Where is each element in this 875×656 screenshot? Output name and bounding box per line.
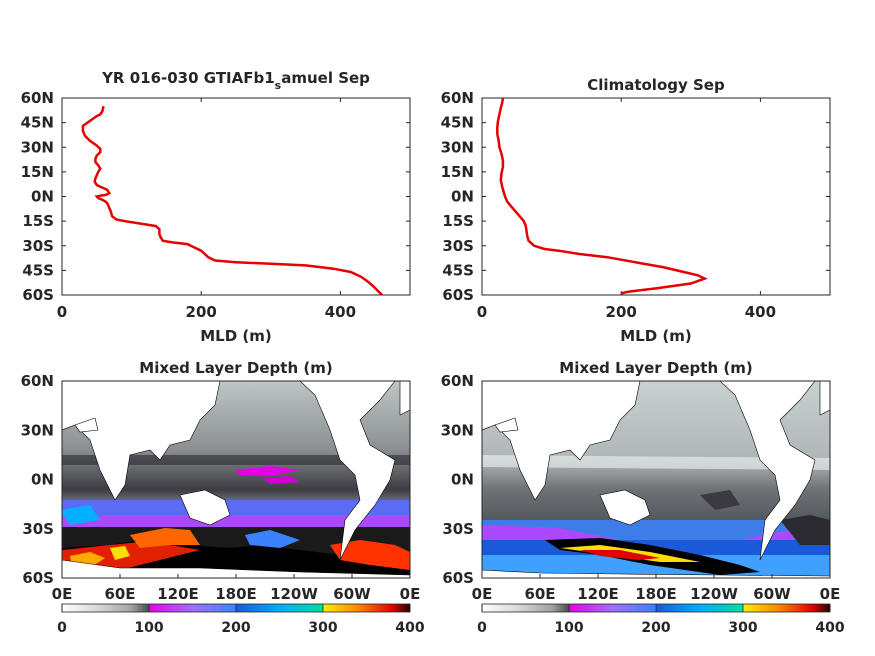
- y-tick-label: 30N: [441, 138, 474, 156]
- mld-map-right: [482, 381, 830, 578]
- land-masses-right: [482, 381, 830, 578]
- y-tick-label: 45N: [441, 114, 474, 132]
- panel-top-right: Climatology Sep 60N45N30N15N0N15S30S45S6…: [441, 76, 831, 345]
- map-y-tick-label: 60N: [21, 372, 54, 390]
- colorbar-tick-label: 200: [221, 620, 250, 636]
- y-tick-label: 30N: [21, 138, 54, 156]
- colorbar-tick-label: 200: [641, 620, 670, 636]
- map-y-tick-label: 60N: [441, 372, 474, 390]
- map-y-tick-label: 60S: [22, 569, 54, 587]
- land-masses-left: [62, 381, 410, 578]
- map-x-tick-label: 0E: [52, 585, 73, 603]
- map-y-tick-labels-left: 60N 30N 0N 30S 60S: [21, 372, 54, 587]
- map-y-tick-label: 30S: [22, 520, 54, 538]
- y-tick-label: 30S: [22, 237, 54, 255]
- panel-title-right: Climatology Sep: [587, 76, 725, 94]
- map-y-tick-label: 0N: [451, 471, 474, 489]
- map-x-tick-label: 180E: [635, 585, 677, 603]
- colorbar-tick-labels-right: 0 100 200 300 400: [477, 604, 845, 636]
- y-tick-label: 15S: [22, 212, 54, 230]
- map-y-tick-labels-right: 60N 30N 0N 30S 60S: [441, 372, 474, 587]
- panel-bottom-left: Mixed Layer Depth (m): [21, 359, 425, 636]
- x-tick-label: 0: [57, 303, 67, 321]
- mld-profile-line-left: [81, 105, 384, 296]
- map-x-tick-label: 0E: [820, 585, 841, 603]
- mld-profile-line-right: [496, 97, 708, 295]
- map-title-right: Mixed Layer Depth (m): [559, 359, 752, 377]
- map-x-tick-labels-left: 0E 60E 120E 180E 120W 60W 0E: [52, 574, 421, 603]
- map-x-tick-label: 120E: [157, 585, 199, 603]
- y-tick-label: 45S: [22, 261, 54, 279]
- y-tick-label: 60N: [441, 89, 474, 107]
- map-x-tick-label: 60E: [104, 585, 135, 603]
- map-y-tick-label: 60S: [442, 569, 474, 587]
- mld-map-left: [62, 381, 410, 578]
- x-tick-label: 400: [745, 303, 776, 321]
- map-y-tick-label: 30S: [442, 520, 474, 538]
- colorbar-tick-label: 100: [134, 620, 163, 636]
- x-axis-label-right: MLD (m): [620, 327, 692, 345]
- colorbar-tick-label: 0: [477, 620, 487, 636]
- map-x-tick-label: 60W: [753, 585, 791, 603]
- map-x-tick-label: 0E: [400, 585, 421, 603]
- y-tick-label: 0N: [31, 188, 54, 206]
- x-axis-label-left: MLD (m): [200, 327, 272, 345]
- y-tick-label: 60S: [442, 286, 474, 304]
- x-tick-label: 400: [325, 303, 356, 321]
- y-tick-label: 60N: [21, 89, 54, 107]
- colorbar-tick-label: 300: [308, 620, 337, 636]
- y-tick-labels-right: 60N 45N 30N 15N 0N 15S 30S 45S 60S: [441, 89, 830, 304]
- colorbar-tick-label: 0: [57, 620, 67, 636]
- y-tick-label: 45S: [442, 261, 474, 279]
- colorbar-tick-label: 400: [395, 620, 424, 636]
- colorbar-tick-label: 300: [728, 620, 757, 636]
- y-tick-label: 0N: [451, 188, 474, 206]
- y-tick-label: 30S: [442, 237, 474, 255]
- x-tick-label: 0: [477, 303, 487, 321]
- colorbar-tick-labels-left: 0 100 200 300 400: [57, 604, 425, 636]
- colorbar-tick-label: 400: [815, 620, 844, 636]
- plot-area-left: [61, 97, 411, 296]
- panel-title-left: YR 016-030 GTIAFb1samuel Sep: [101, 69, 370, 92]
- map-x-tick-label: 180E: [215, 585, 257, 603]
- y-tick-label: 60S: [22, 286, 54, 304]
- map-y-tick-label: 30N: [21, 421, 54, 439]
- map-x-tick-label: 120W: [270, 585, 318, 603]
- map-x-tick-label: 120W: [690, 585, 738, 603]
- panel-top-left: YR 016-030 GTIAFb1samuel Sep 60N 45N 30N 15…: [21, 69, 411, 345]
- colorbar-tick-label: 100: [554, 620, 583, 636]
- y-tick-label: 15S: [442, 212, 474, 230]
- y-tick-label: 15N: [441, 163, 474, 181]
- map-title-left: Mixed Layer Depth (m): [139, 359, 332, 377]
- map-x-tick-label: 60W: [333, 585, 371, 603]
- y-tick-labels-left: 60N 45N 30N 15N 0N 15S 30S 45S 60S: [21, 89, 410, 304]
- map-x-tick-labels-right: 0E 60E 120E 180E 120W 60W 0E: [472, 574, 841, 603]
- y-tick-label: 45N: [21, 114, 54, 132]
- x-tick-labels-left: 0 200 400: [57, 98, 356, 321]
- x-tick-labels-right: 0 200 400: [477, 98, 776, 321]
- x-tick-label: 200: [186, 303, 217, 321]
- map-y-tick-label: 0N: [31, 471, 54, 489]
- map-y-tick-label: 30N: [441, 421, 474, 439]
- map-x-tick-label: 0E: [472, 585, 493, 603]
- y-tick-label: 15N: [21, 163, 54, 181]
- map-x-tick-label: 120E: [577, 585, 619, 603]
- panel-bottom-right: Mixed Layer Depth (m) 60N 30N 0N 30S 60S: [441, 359, 845, 636]
- map-x-tick-label: 60E: [524, 585, 555, 603]
- x-tick-label: 200: [606, 303, 637, 321]
